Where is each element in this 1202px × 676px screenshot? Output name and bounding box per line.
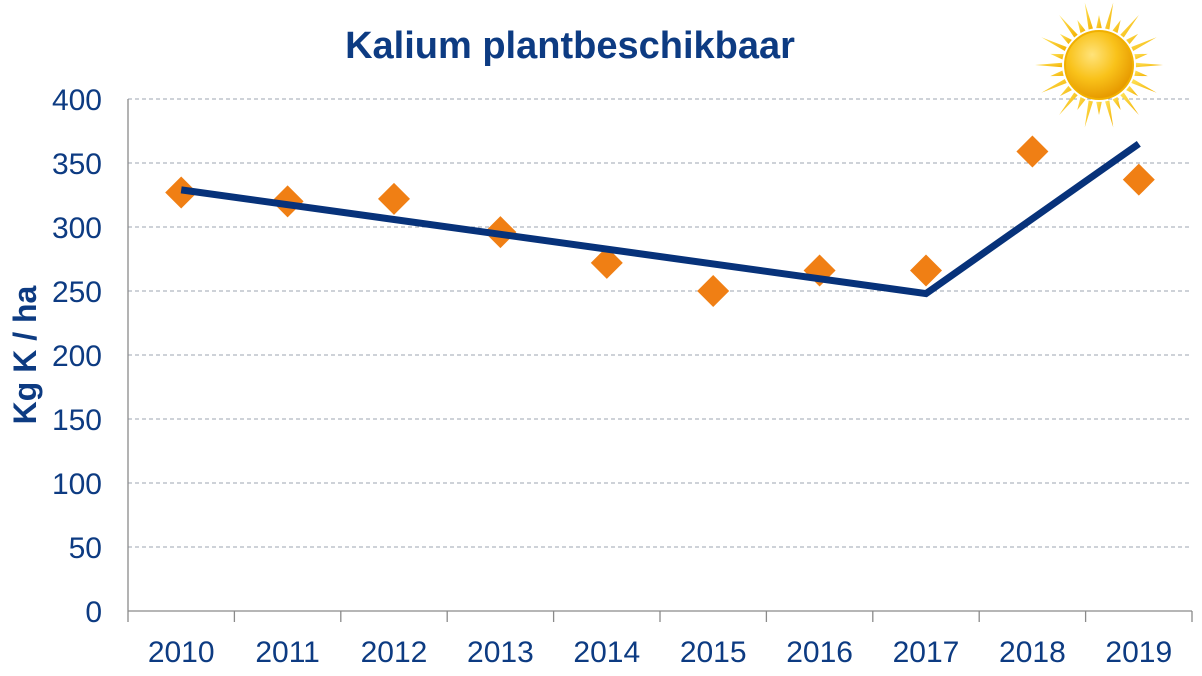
sun-ray bbox=[1077, 97, 1086, 111]
y-tick-labels: 0 50 100 150 200 250 300 350 400 bbox=[52, 84, 102, 629]
x-tick-label: 2017 bbox=[893, 636, 960, 669]
data-point bbox=[590, 246, 623, 279]
sun-ray bbox=[1059, 92, 1078, 116]
y-tick-label: 400 bbox=[52, 84, 102, 117]
x-tick-label: 2012 bbox=[361, 636, 428, 669]
sun-ray bbox=[1041, 37, 1067, 51]
sun-ray bbox=[1126, 33, 1139, 45]
sun-ray bbox=[1077, 19, 1086, 33]
x-tick-labels: 2010 2011 2012 2013 2014 2015 2016 2017 2018 2019 bbox=[148, 636, 1172, 669]
data-point bbox=[697, 275, 730, 307]
y-tick-label: 300 bbox=[52, 212, 102, 245]
sun-ray bbox=[1112, 97, 1121, 111]
sun-ray bbox=[1084, 100, 1093, 128]
sun-ray bbox=[1134, 53, 1148, 60]
sun-ray bbox=[1041, 79, 1067, 93]
axes bbox=[127, 99, 1193, 622]
x-tick-label: 2010 bbox=[148, 636, 215, 669]
sun-ray bbox=[1120, 14, 1139, 38]
x-tick-label: 2018 bbox=[999, 636, 1066, 669]
sun-ray bbox=[1135, 62, 1163, 68]
data-point bbox=[1016, 135, 1049, 168]
sun-ray bbox=[1059, 85, 1072, 97]
y-axis-label: Kg K / ha bbox=[7, 285, 43, 424]
x-tick-label: 2016 bbox=[786, 636, 853, 669]
sun-ray bbox=[1059, 14, 1078, 38]
trend-line bbox=[180, 140, 1141, 298]
y-tick-label: 350 bbox=[52, 148, 102, 181]
gridlines bbox=[128, 98, 1192, 548]
sun-ray bbox=[1059, 33, 1072, 45]
y-tick-label: 150 bbox=[52, 404, 102, 437]
sun-ray bbox=[1050, 53, 1064, 60]
sun-ray bbox=[1096, 15, 1102, 29]
y-tick-label: 250 bbox=[52, 276, 102, 309]
sun-ray bbox=[1134, 70, 1148, 77]
y-tick-label: 50 bbox=[69, 532, 102, 565]
sun-ray bbox=[1050, 70, 1064, 77]
sun-ray bbox=[1084, 2, 1093, 30]
x-tick-label: 2011 bbox=[255, 636, 320, 669]
sun-ray bbox=[1126, 85, 1139, 97]
data-point bbox=[378, 182, 410, 215]
y-tick-label: 100 bbox=[52, 468, 102, 501]
sun-disc bbox=[1064, 30, 1134, 100]
sun-ray bbox=[1131, 79, 1157, 93]
sun-rays bbox=[1035, 2, 1163, 128]
sun-ray bbox=[1112, 19, 1121, 33]
sun-ray bbox=[1105, 100, 1114, 128]
sun-ray bbox=[1105, 2, 1114, 30]
x-tick-label: 2015 bbox=[680, 636, 747, 669]
x-tick-label: 2014 bbox=[573, 636, 640, 669]
chart-title: Kalium plantbeschikbaar bbox=[345, 25, 795, 67]
x-tick-label: 2013 bbox=[467, 636, 534, 669]
sun-ray bbox=[1035, 62, 1063, 68]
data-points bbox=[165, 135, 1155, 307]
sun-icon bbox=[1035, 2, 1163, 128]
sun-ray bbox=[1096, 101, 1102, 115]
data-point bbox=[1122, 163, 1155, 196]
y-tick-label: 200 bbox=[52, 340, 102, 373]
x-tick-label: 2019 bbox=[1105, 636, 1172, 669]
y-tick-label: 0 bbox=[85, 596, 102, 629]
sun-ray bbox=[1120, 92, 1139, 116]
data-point bbox=[910, 254, 942, 287]
sun-ray bbox=[1131, 37, 1157, 51]
